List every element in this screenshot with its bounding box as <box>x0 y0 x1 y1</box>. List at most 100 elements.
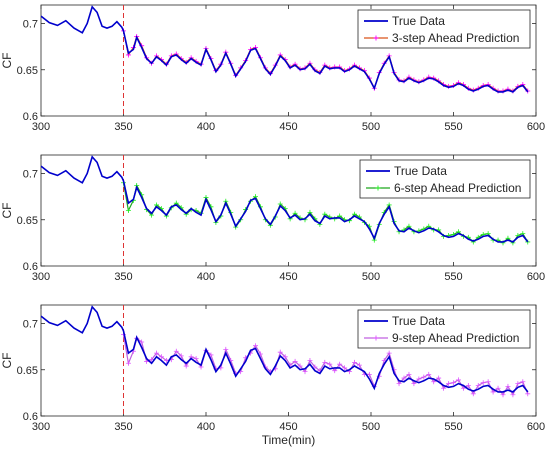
x-tick-label: 450 <box>279 121 297 133</box>
prediction-point <box>302 369 308 375</box>
x-tick-label: 350 <box>114 421 132 433</box>
x-tick-label: 450 <box>279 421 297 433</box>
x-tick-label: 600 <box>527 421 545 433</box>
legend-box <box>359 159 531 199</box>
x-tick-label: 300 <box>32 271 50 283</box>
x-tick-label: 400 <box>197 421 215 433</box>
x-tick-label: 400 <box>197 121 215 133</box>
prediction-point <box>426 371 432 377</box>
x-tick-label: 400 <box>197 271 215 283</box>
legend-marker-prediction <box>373 35 379 41</box>
prediction-point <box>520 379 526 385</box>
prediction-point <box>149 357 155 363</box>
prediction-point <box>525 239 531 245</box>
prediction-point <box>277 349 283 355</box>
legend-label-prediction: 3-step Ahead Prediction <box>392 31 519 45</box>
chart-panel-3: 300 350 400 450 500 550 600 0.6 0.65 0.7 CF Time(mi… <box>0 304 545 447</box>
prediction-point <box>416 376 422 382</box>
chart-panel-2: 300 350 400 450 500 550 600 0.6 0.65 0.7 CF True Da… <box>0 154 545 283</box>
x-tick-label: 300 <box>32 121 50 133</box>
series-true-data <box>41 155 529 243</box>
prediction-point <box>297 363 303 369</box>
y-tick-label: 0.6 <box>23 111 38 123</box>
prediction-point <box>352 359 357 365</box>
prediction-point <box>505 383 511 389</box>
series-true-data <box>41 305 529 393</box>
series-true-data <box>41 5 529 93</box>
legend: True Data 6-step Ahead Prediction <box>359 159 531 199</box>
prediction-point <box>183 363 189 369</box>
legend-box <box>357 309 531 349</box>
y-tick-label: 0.65 <box>17 215 38 227</box>
prediction-point <box>173 348 179 354</box>
prediction-point <box>163 358 169 363</box>
prediction-point <box>332 368 338 374</box>
x-axis-label: Time(min) <box>262 433 316 447</box>
prediction-point <box>342 365 348 371</box>
prediction-point <box>139 339 145 345</box>
prediction-point <box>475 382 481 388</box>
prediction-point <box>436 375 442 381</box>
prediction-point <box>451 380 456 386</box>
x-tick-label: 550 <box>444 271 462 283</box>
y-tick-label: 0.7 <box>23 169 38 181</box>
x-tick-label: 550 <box>444 421 462 433</box>
prediction-point <box>307 358 313 363</box>
legend-label-true-data: True Data <box>392 314 445 328</box>
prediction-point <box>431 379 437 385</box>
prediction-point <box>386 350 392 356</box>
legend-label-prediction: 6-step Ahead Prediction <box>394 181 521 195</box>
prediction-point <box>253 343 258 349</box>
x-tick-label: 550 <box>444 121 462 133</box>
prediction-point <box>495 385 501 391</box>
y-tick-label: 0.6 <box>23 411 38 423</box>
prediction-point <box>441 385 447 391</box>
prediction-point <box>125 208 131 213</box>
x-tick-label: 300 <box>32 421 50 433</box>
prediction-point <box>490 389 496 395</box>
prediction-point <box>396 381 402 387</box>
prediction-point <box>510 392 516 398</box>
prediction-point <box>500 392 506 398</box>
prediction-point <box>515 381 521 387</box>
legend-label-prediction: 9-step Ahead Prediction <box>392 331 519 345</box>
prediction-point <box>465 382 471 388</box>
prediction-point <box>158 354 164 360</box>
prediction-point <box>411 381 417 387</box>
legend-label-true-data: True Data <box>392 14 445 28</box>
y-axis-label: CF <box>0 53 14 69</box>
y-tick-label: 0.65 <box>17 65 38 77</box>
x-tick-label: 350 <box>114 271 132 283</box>
x-tick-label: 350 <box>114 121 132 133</box>
true-data-line <box>41 5 529 93</box>
legend-marker-prediction <box>375 185 381 191</box>
prediction-point <box>485 379 491 385</box>
true-data-line <box>41 155 529 243</box>
prediction-point <box>125 360 131 366</box>
y-tick-label: 0.7 <box>23 319 38 331</box>
prediction-point <box>470 391 476 397</box>
prediction-point <box>282 354 288 360</box>
y-axis-label: CF <box>0 203 14 219</box>
legend-label-true-data: True Data <box>394 164 447 178</box>
prediction-point <box>406 371 412 377</box>
x-tick-label: 450 <box>279 271 297 283</box>
prediction-point <box>401 375 407 381</box>
prediction-point <box>322 359 328 365</box>
y-tick-label: 0.7 <box>23 19 38 31</box>
prediction-point <box>327 361 333 367</box>
prediction-point <box>366 371 372 377</box>
prediction-point <box>312 364 318 370</box>
prediction-point <box>455 377 461 383</box>
x-tick-label: 500 <box>362 121 380 133</box>
prediction-point <box>480 380 486 386</box>
y-tick-label: 0.6 <box>23 261 38 273</box>
legend: True Data 9-step Ahead Prediction <box>357 309 531 349</box>
prediction-point <box>193 356 199 362</box>
prediction-point <box>337 361 343 367</box>
prediction-point <box>356 362 362 368</box>
prediction-point <box>178 353 184 359</box>
prediction-point <box>446 381 452 387</box>
prediction-point <box>525 391 531 397</box>
